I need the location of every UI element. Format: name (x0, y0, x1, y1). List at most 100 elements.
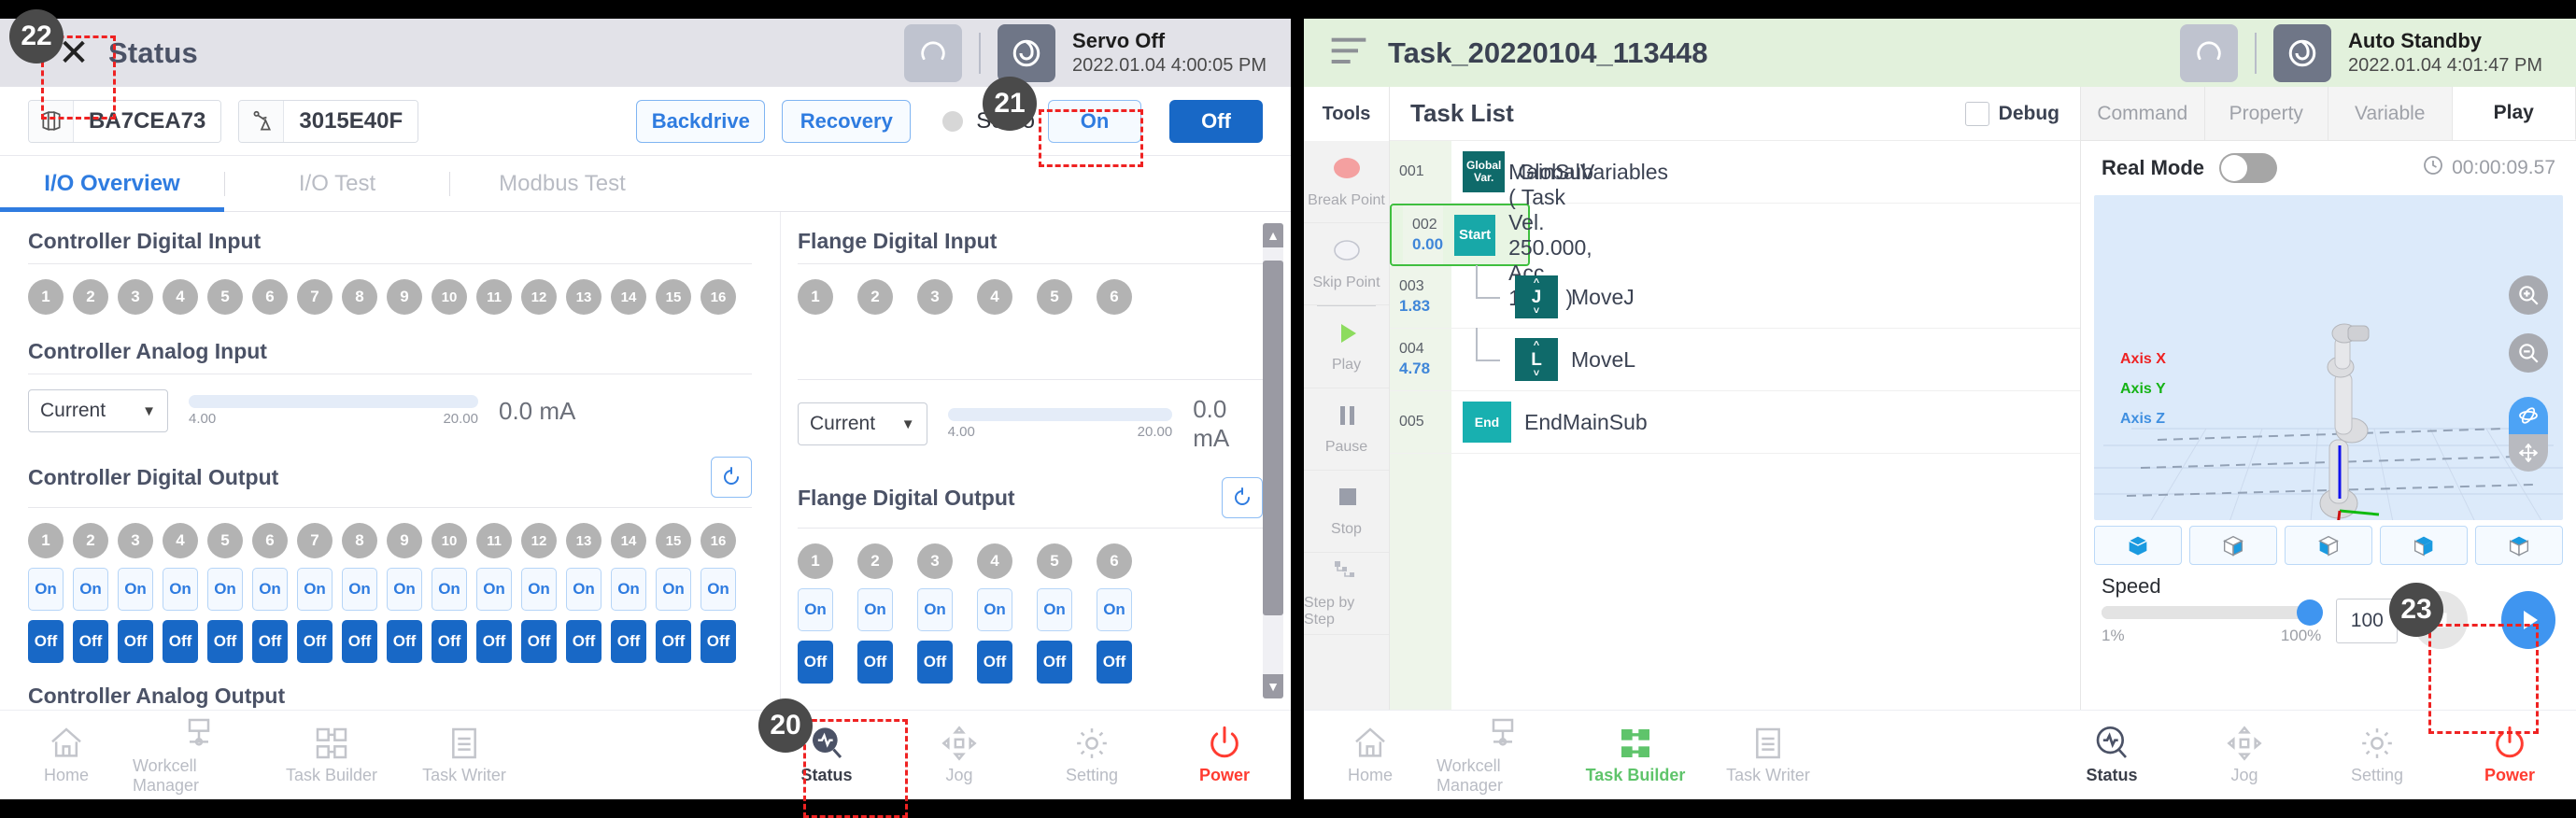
nav-task-writer[interactable]: Task Writer (1702, 711, 1834, 800)
undo-icon[interactable] (2180, 23, 2239, 82)
nav-jog[interactable]: Jog (2178, 711, 2311, 800)
output-on-button[interactable]: On (252, 568, 288, 611)
pin[interactable]: 11 (476, 279, 512, 315)
output-off-button[interactable]: Off (977, 641, 1012, 684)
robot-state-icon[interactable] (998, 23, 1056, 82)
output-on-button[interactable]: On (656, 568, 691, 611)
output-off-button[interactable]: Off (521, 620, 557, 663)
real-mode-toggle[interactable] (2219, 153, 2278, 183)
view-top-icon[interactable] (2189, 526, 2277, 565)
pin[interactable]: 15 (656, 279, 691, 315)
output-off-button[interactable]: Off (28, 620, 64, 663)
output-off-button[interactable]: Off (1097, 641, 1132, 684)
pin[interactable]: 7 (297, 279, 333, 315)
close-x-icon[interactable]: ✕ (58, 32, 90, 74)
output-off-button[interactable]: Off (342, 620, 377, 663)
nav-task-builder[interactable]: Task Builder (265, 711, 398, 800)
table-row[interactable]: 004 4.78 ^ L ˅ MoveL (1390, 328, 2080, 391)
output-on-button[interactable]: On (342, 568, 377, 611)
backdrive-button[interactable]: Backdrive (636, 99, 766, 143)
pin[interactable]: 8 (342, 279, 377, 315)
debug-checkbox[interactable] (1964, 101, 1989, 126)
pin[interactable]: 9 (387, 279, 422, 315)
pin[interactable]: 16 (701, 279, 736, 315)
tab-command[interactable]: Command (2081, 87, 2205, 140)
servo-off-button[interactable]: Off (1169, 99, 1263, 143)
servo-on-button[interactable]: On (1048, 99, 1141, 143)
output-off-button[interactable]: Off (207, 620, 243, 663)
view-front-icon[interactable] (2285, 526, 2372, 565)
table-row[interactable]: 002 0.00 Start MainSub ( Task Vel. 250.0… (1390, 160, 1593, 310)
output-off-button[interactable]: Off (73, 620, 108, 663)
output-on-button[interactable]: On (701, 568, 736, 611)
pin[interactable]: 6 (252, 279, 288, 315)
pin[interactable]: 10 (432, 279, 467, 315)
table-row[interactable]: 001 Global Var. GlobalVariables (1390, 141, 2080, 204)
nav-workcell-manager[interactable]: Workcell Manager (1437, 711, 1569, 800)
output-on-button[interactable]: On (432, 568, 467, 611)
refresh-icon[interactable] (1222, 477, 1263, 518)
output-on-button[interactable]: On (118, 568, 153, 611)
speed-slider[interactable] (2102, 599, 2324, 626)
output-on-button[interactable]: On (1037, 588, 1072, 631)
pin[interactable]: 2 (73, 279, 108, 315)
nav-status[interactable]: Status (2045, 711, 2178, 800)
analog-mode-select[interactable]: Current ▼ (28, 389, 168, 432)
output-off-button[interactable]: Off (387, 620, 422, 663)
output-off-button[interactable]: Off (252, 620, 288, 663)
nav-task-writer[interactable]: Task Writer (398, 711, 531, 800)
output-on-button[interactable]: On (1097, 588, 1132, 631)
output-off-button[interactable]: Off (656, 620, 691, 663)
robot-id-box[interactable]: 3015E40F (238, 99, 419, 143)
rotate-view-icon[interactable] (2509, 397, 2548, 434)
nav-jog[interactable]: Jog (893, 711, 1026, 800)
nav-task-builder[interactable]: Task Builder (1569, 711, 1702, 800)
scroll-up-icon[interactable]: ▲ (1263, 223, 1283, 247)
output-off-button[interactable]: Off (857, 641, 893, 684)
pin[interactable]: 12 (521, 279, 557, 315)
tab-io-overview[interactable]: I/O Overview (0, 156, 224, 212)
nav-power[interactable]: Power (1158, 711, 1291, 800)
recovery-button[interactable]: Recovery (782, 99, 912, 143)
output-on-button[interactable]: On (476, 568, 512, 611)
pin[interactable]: 1 (798, 279, 833, 315)
tool-break-point[interactable]: Break Point (1304, 141, 1389, 223)
debug-toggle[interactable]: Debug (1964, 101, 2059, 126)
output-on-button[interactable]: On (798, 588, 833, 631)
pin[interactable]: 3 (118, 279, 153, 315)
output-on-button[interactable]: On (611, 568, 646, 611)
pin[interactable]: 5 (1037, 279, 1072, 315)
output-on-button[interactable]: On (566, 568, 602, 611)
pin[interactable]: 5 (207, 279, 243, 315)
tool-stop[interactable]: Stop (1304, 471, 1389, 553)
pin[interactable]: 4 (163, 279, 198, 315)
output-off-button[interactable]: Off (701, 620, 736, 663)
nav-status[interactable]: Status (760, 711, 893, 800)
zoom-out-icon[interactable] (2509, 333, 2548, 373)
pin[interactable]: 2 (857, 279, 893, 315)
output-on-button[interactable]: On (28, 568, 64, 611)
output-off-button[interactable]: Off (297, 620, 333, 663)
output-on-button[interactable]: On (917, 588, 953, 631)
output-off-button[interactable]: Off (476, 620, 512, 663)
output-on-button[interactable]: On (73, 568, 108, 611)
output-off-button[interactable]: Off (1037, 641, 1072, 684)
view-mode-toggle[interactable] (2509, 397, 2548, 472)
output-on-button[interactable]: On (857, 588, 893, 631)
nav-power[interactable]: Power (2443, 711, 2576, 800)
speed-slider-knob[interactable] (2297, 599, 2324, 626)
pan-view-icon[interactable] (2509, 434, 2548, 472)
undo-icon[interactable] (904, 23, 963, 82)
output-off-button[interactable]: Off (432, 620, 467, 663)
view-left-icon[interactable] (2475, 526, 2563, 565)
tab-modbus-test[interactable]: Modbus Test (499, 170, 626, 196)
output-on-button[interactable]: On (387, 568, 422, 611)
output-off-button[interactable]: Off (163, 620, 198, 663)
nav-home[interactable]: Home (1304, 711, 1437, 800)
nav-setting[interactable]: Setting (2311, 711, 2443, 800)
pin[interactable]: 13 (566, 279, 602, 315)
nav-workcell-manager[interactable]: Workcell Manager (133, 711, 265, 800)
tool-step-by-step[interactable]: Step by Step (1304, 553, 1389, 635)
output-on-button[interactable]: On (163, 568, 198, 611)
refresh-icon[interactable] (711, 457, 752, 498)
